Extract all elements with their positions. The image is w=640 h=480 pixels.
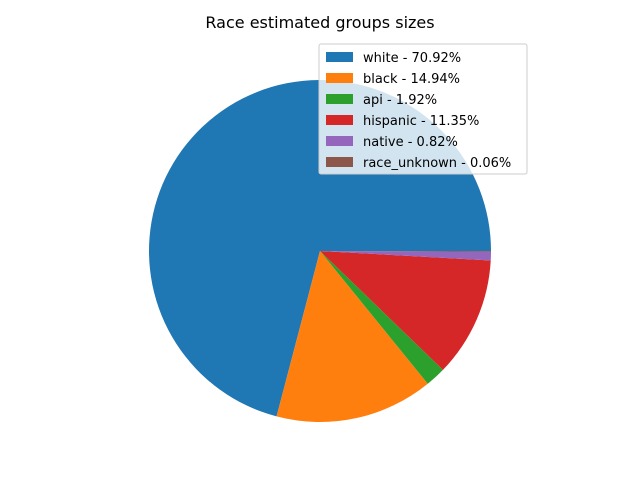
legend-swatch-0 [326, 52, 353, 62]
pie-slice-3 [320, 251, 491, 370]
legend-label-2: api - 1.92% [363, 93, 437, 108]
legend-label-5: race_unknown - 0.06% [363, 156, 511, 171]
pie-slice-5 [320, 251, 491, 252]
legend-swatch-2 [326, 94, 353, 104]
legend-swatch-5 [326, 157, 353, 167]
chart-title: Race estimated groups sizes [205, 13, 434, 32]
legend-label-0: white - 70.92% [363, 51, 461, 66]
legend: white - 70.92% black - 14.94% api - 1.92% h… [318, 43, 528, 175]
legend-swatch-4 [326, 136, 353, 146]
legend-label-4: native - 0.82% [363, 135, 458, 150]
legend-swatch-3 [326, 115, 353, 125]
legend-label-1: black - 14.94% [363, 72, 460, 87]
pie-slice-2 [320, 251, 443, 384]
legend-frame [318, 43, 528, 175]
legend-label-3: hispanic - 11.35% [363, 114, 479, 129]
pie-slice-4 [320, 251, 491, 261]
legend-swatch-1 [326, 73, 353, 83]
pie-slice-1 [276, 251, 428, 423]
legend-items: white - 70.92% black - 14.94% api - 1.92% h… [326, 51, 511, 171]
